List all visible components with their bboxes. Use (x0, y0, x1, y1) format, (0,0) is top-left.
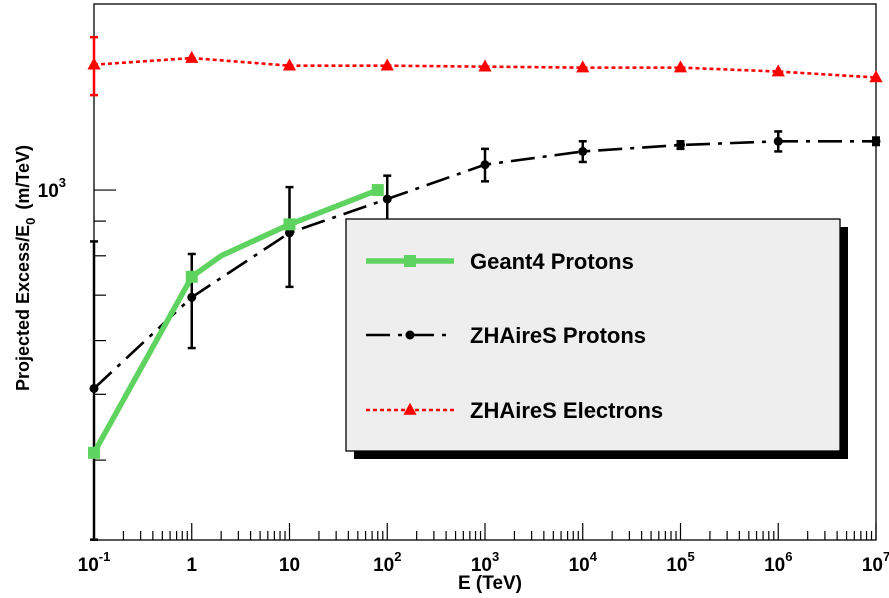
data-point (185, 270, 198, 283)
x-tick-label: 10 (279, 555, 300, 576)
y-tick-label-base: 10 (38, 181, 59, 202)
data-point (282, 58, 297, 71)
y-tick-label-exponent: 3 (59, 175, 66, 190)
data-point (187, 292, 197, 302)
series-geant4-protons (88, 184, 384, 459)
data-point (478, 59, 492, 72)
data-point (285, 228, 294, 238)
x-tick-label-base: 10 (373, 555, 394, 576)
x-tick-label-base: 1 (186, 555, 197, 576)
x-tick-label: 105 (666, 549, 694, 576)
legend-label: ZHAireS Protons (470, 323, 646, 348)
data-point (676, 140, 685, 150)
x-tick-label-base: 10 (764, 555, 785, 576)
x-tick-label-exponent: 5 (687, 549, 694, 564)
svg-text:Projected Excess/E0(m/TeV): Projected Excess/E0 (m/TeV) (13, 145, 38, 391)
data-point (380, 58, 394, 71)
data-point (185, 50, 199, 63)
series-layer (87, 35, 883, 541)
series-zhaires-protons (89, 130, 881, 541)
legend-entry: ZHAireS Protons (366, 323, 646, 348)
y-axis-label-main: Projected Excess/E (13, 225, 33, 391)
x-tick-label: 1 (186, 555, 197, 576)
data-point (869, 70, 883, 83)
legend: Geant4 Protons ZHAireS Protons ZHAireS Ele… (345, 218, 848, 459)
data-point (578, 146, 588, 156)
legend-label: Geant4 Protons (470, 249, 634, 274)
legend-marker (404, 255, 416, 267)
series-line (91, 187, 379, 455)
data-point (576, 60, 590, 73)
x-tick-label-exponent: 6 (785, 549, 792, 564)
data-point (89, 383, 99, 393)
x-tick-label-exponent: -1 (99, 549, 111, 564)
data-point (88, 446, 100, 459)
legend-entry: Geant4 Protons (366, 249, 634, 274)
data-point (480, 160, 490, 170)
x-tick-label: 107 (862, 549, 889, 576)
legend-label: ZHAireS Electrons (470, 398, 663, 423)
data-point (283, 218, 296, 231)
data-point (382, 194, 392, 204)
data-point (771, 64, 785, 77)
y-axis-label: Projected Excess/E0 (m/TeV) (13, 145, 38, 391)
data-point (773, 136, 783, 146)
x-tick-label-exponent: 4 (590, 549, 598, 564)
x-tick-label: 102 (373, 549, 401, 576)
x-tick-label-base: 10 (279, 555, 300, 576)
x-tick-label-base: 10 (666, 555, 687, 576)
x-tick-label: 106 (764, 549, 792, 576)
legend-entry: ZHAireS Electrons (366, 398, 663, 423)
x-axis-label: E (TeV) (458, 573, 522, 594)
x-tick-label: 104 (569, 549, 598, 576)
data-point (87, 57, 101, 70)
x-tick-label-exponent: 2 (394, 549, 401, 564)
x-tick-label-base: 10 (471, 555, 492, 576)
series-zhaires-electrons (87, 35, 883, 97)
data-point (673, 60, 688, 73)
series-line (93, 56, 877, 79)
y-tick-label: 103 (38, 175, 66, 202)
x-tick-label: 103 (471, 549, 499, 576)
y-axis-label-unit: (m/TeV) (13, 145, 33, 210)
x-tick-label: 10-1 (78, 549, 111, 576)
y-axis-label-subscript: 0 (23, 218, 38, 225)
x-tick-label-base: 10 (78, 555, 99, 576)
data-point (871, 136, 881, 146)
data-point (371, 184, 384, 197)
legend-marker (403, 402, 417, 415)
x-tick-label-exponent: 3 (492, 549, 499, 564)
y-axis: 103 (38, 175, 116, 461)
x-axis: 10-1 1 10 102 103 104 105 106 107 (78, 523, 889, 576)
legend-marker (405, 330, 415, 340)
x-tick-label-exponent: 7 (883, 549, 889, 564)
x-tick-label-base: 10 (569, 555, 590, 576)
x-tick-label-base: 10 (862, 555, 883, 576)
